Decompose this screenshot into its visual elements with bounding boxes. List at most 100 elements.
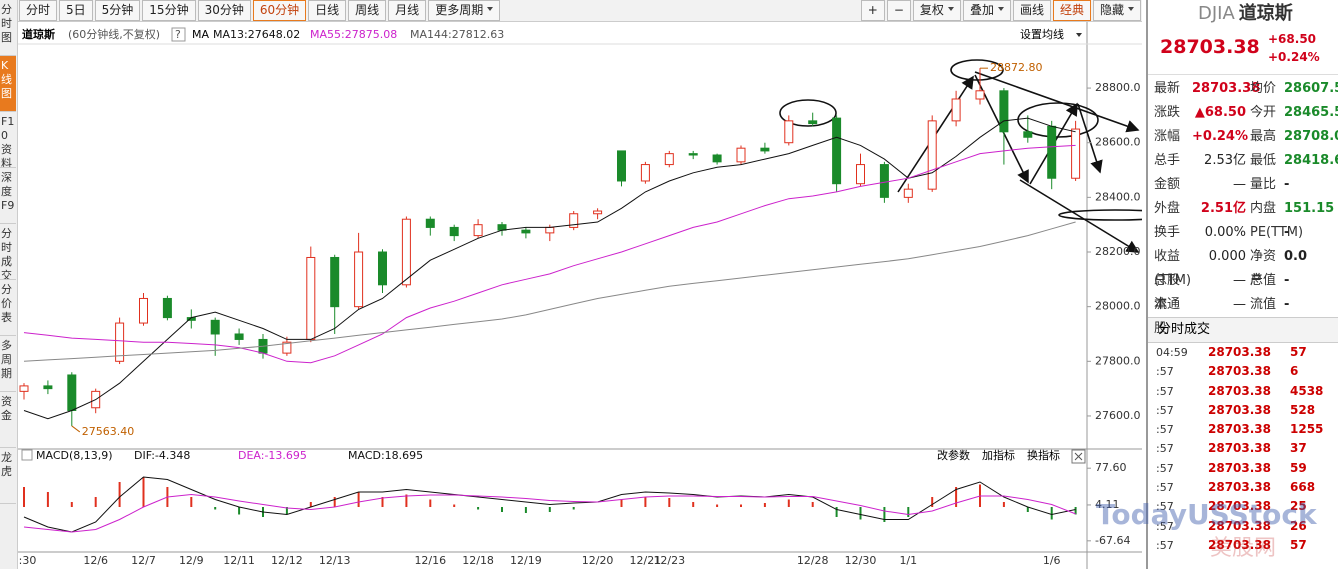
tool-button[interactable]: 经典: [1052, 0, 1091, 21]
candle-body: [569, 213, 579, 228]
stat-cell: -: [1284, 297, 1290, 312]
x-tick-label: 1:30: [18, 554, 36, 567]
trade-cell: 6: [1290, 364, 1299, 379]
period-button[interactable]: 15分钟: [142, 0, 196, 21]
stat-cell: —: [1233, 297, 1246, 312]
price: 28703.38: [1160, 36, 1260, 58]
drawn-ellipse: [1058, 209, 1142, 221]
macd-label: DIF:-4.348: [134, 449, 190, 462]
change: +68.50: [1268, 32, 1317, 46]
stat-row: 最新 28703.38 均价 28607.5: [1148, 77, 1338, 101]
help-box[interactable]: [171, 27, 186, 42]
panel-icon: [21, 449, 33, 461]
side-tab[interactable]: 分时成交: [0, 224, 16, 280]
trade-cell: 28703.38: [1208, 499, 1272, 514]
stat-cell: 涨跌: [1154, 105, 1181, 120]
candle-body: [903, 188, 913, 198]
stat-cell: 最低: [1250, 153, 1277, 168]
dropdown-icon: [1076, 33, 1082, 37]
period-button[interactable]: 月线: [388, 0, 427, 21]
macd-label: DEA:-13.695: [238, 449, 307, 462]
x-tick-label: 12/6: [83, 554, 108, 567]
indicator-button[interactable]: 换指标: [1027, 448, 1060, 462]
x-tick-label: 12/12: [271, 554, 303, 567]
annotation: 27563.40: [82, 425, 135, 438]
side-tab[interactable]: F10资料: [0, 112, 16, 168]
candle-body: [234, 333, 244, 340]
trade-cell: 28703.38: [1208, 480, 1272, 495]
trade-cell: 57: [1290, 537, 1307, 552]
period-button[interactable]: 30分钟: [197, 0, 251, 21]
tool-button[interactable]: −: [886, 0, 911, 21]
trade-cell: 28703.38: [1208, 518, 1272, 533]
trade-cell: 28703.38: [1208, 441, 1272, 456]
quote-name: 道琼斯: [1238, 3, 1293, 24]
side-tab[interactable]: 深度F9: [0, 168, 16, 224]
stat-cell: 均价: [1250, 81, 1277, 96]
trade-row: :57 28703.38 57: [1148, 536, 1338, 555]
indicator-button[interactable]: 加指标: [982, 448, 1015, 462]
trade-cell: 28703.38: [1208, 345, 1272, 359]
trade-cell: :57: [1156, 442, 1174, 456]
pct: +0.24%: [1268, 50, 1320, 64]
y-tick-label: 27600.0: [1095, 409, 1141, 422]
stat-row: 涨跌 ▲68.50 今开 28465.5: [1148, 101, 1338, 125]
stat-row: 金额 — 量比 -: [1148, 173, 1338, 197]
ma-settings[interactable]: 设置均线: [1020, 27, 1064, 41]
candle-body: [425, 218, 435, 228]
trade-row: :57 28703.38 59: [1148, 459, 1338, 478]
trade-cell: :57: [1156, 461, 1174, 475]
candle-body: [784, 120, 794, 144]
period-button[interactable]: 分时: [19, 0, 58, 21]
candle-body: [282, 341, 292, 354]
side-tab[interactable]: 分时图: [0, 0, 16, 56]
stat-row: 总股本 — 总值 -: [1148, 269, 1338, 312]
tool-button[interactable]: +: [860, 0, 885, 21]
stat-cell: 0.000: [1208, 249, 1246, 264]
side-tab[interactable]: K线图: [0, 56, 16, 112]
trade-cell: 4538: [1290, 383, 1324, 398]
candle-body: [640, 164, 650, 182]
period-button[interactable]: 5分钟: [94, 0, 141, 21]
quote-panel: DJIA 道琼斯 28703.38 +68.50 +0.24% 最新 28703.3…: [1146, 0, 1338, 569]
watermark: TodayUSStock: [1096, 498, 1317, 531]
side-tab[interactable]: 多周期: [0, 336, 16, 392]
stat-cell: ▲68.50: [1194, 105, 1246, 120]
side-tab[interactable]: 资金: [0, 392, 16, 448]
tool-button[interactable]: 画线: [1012, 0, 1051, 21]
trade-row: :57 28703.38 528: [1148, 401, 1338, 420]
ma-line: [23, 221, 1076, 362]
period-button[interactable]: 更多周期: [428, 0, 501, 21]
side-tab[interactable]: 分价表: [0, 280, 16, 336]
stat-cell: 28708.0: [1284, 129, 1338, 144]
stat-cell: PE(TTM): [1250, 225, 1304, 240]
trades: 04:59 28703.38 57 :57 28703.38 6 :57 28703.38 45…: [1148, 343, 1338, 555]
stat-cell: 金额: [1154, 177, 1181, 192]
ma-label: MA: [192, 28, 209, 41]
close-icon[interactable]: [1074, 452, 1083, 461]
candle-body: [497, 224, 507, 231]
macd-label: MACD(8,13,9): [36, 449, 113, 462]
dea-line: [23, 493, 1076, 533]
stats: 最新 28703.38 均价 28607.5 涨跌 ▲68.50 今开 28465.5 涨幅 +0…: [1148, 75, 1338, 336]
tool-button[interactable]: 隐藏: [1092, 0, 1141, 21]
period-button[interactable]: 60分钟: [252, 0, 307, 21]
help[interactable]: ?: [175, 28, 181, 41]
trade-cell: 28703.38: [1208, 460, 1272, 475]
period-button[interactable]: 日线: [308, 0, 347, 21]
indicator-button[interactable]: 改参数: [937, 448, 970, 462]
candle-body: [927, 120, 937, 190]
period-button[interactable]: 5日: [59, 0, 93, 21]
trade-cell: 04:59: [1156, 346, 1188, 359]
close-box[interactable]: [1071, 449, 1086, 464]
tools: + − 复权 叠加 画线 经典 隐藏: [860, 0, 1142, 21]
candle-body: [473, 224, 483, 237]
tool-button[interactable]: 复权: [912, 0, 961, 21]
tool-button[interactable]: 叠加: [962, 0, 1011, 21]
period-button[interactable]: 周线: [348, 0, 387, 21]
drawn-arrow: [974, 71, 1140, 133]
side-tab[interactable]: 龙虎: [0, 448, 16, 504]
stat-cell: 0.00%: [1204, 225, 1246, 240]
stat-cell: 28418.6: [1284, 153, 1338, 168]
